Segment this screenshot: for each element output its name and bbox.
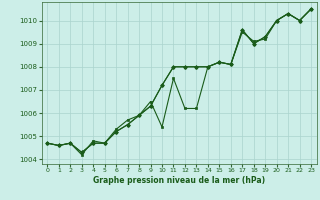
X-axis label: Graphe pression niveau de la mer (hPa): Graphe pression niveau de la mer (hPa) [93, 176, 265, 185]
